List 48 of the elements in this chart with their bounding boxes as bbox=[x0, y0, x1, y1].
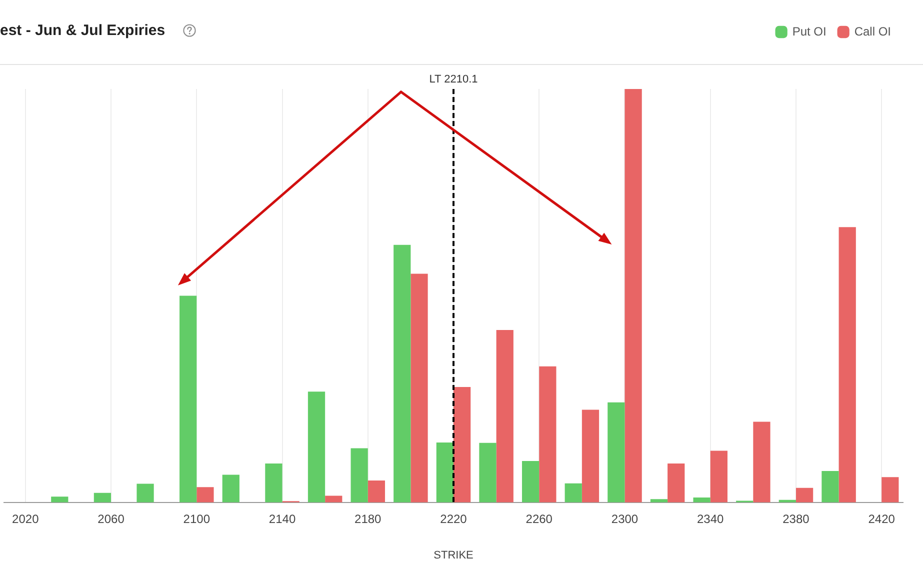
x-tick-label: 2300 bbox=[611, 512, 638, 526]
bar bbox=[308, 392, 326, 502]
x-tick-label: 2260 bbox=[526, 512, 553, 526]
chart-title: est - Jun & Jul Expiries bbox=[0, 22, 166, 39]
bar bbox=[454, 387, 471, 502]
bar bbox=[522, 461, 540, 502]
bar bbox=[822, 470, 839, 502]
legend-label: Put OI bbox=[792, 24, 826, 38]
bar bbox=[265, 464, 282, 502]
bar bbox=[582, 410, 600, 502]
bar bbox=[51, 496, 68, 502]
x-axis-title: STRIKE bbox=[434, 549, 474, 562]
bar bbox=[882, 477, 899, 502]
x-tick-label: 2340 bbox=[697, 512, 724, 526]
ref-line-label: LT 2210.1 bbox=[429, 74, 478, 86]
bar bbox=[325, 496, 342, 502]
bar bbox=[394, 244, 411, 502]
x-tick-label: 2380 bbox=[782, 512, 810, 526]
x-tick-label: 2180 bbox=[354, 512, 382, 526]
bar bbox=[196, 487, 214, 502]
bar bbox=[668, 464, 685, 502]
x-tick-label: 2060 bbox=[98, 512, 125, 526]
bar bbox=[753, 422, 770, 502]
bar bbox=[496, 330, 514, 502]
bar bbox=[350, 448, 368, 502]
bar bbox=[180, 296, 197, 502]
bar bbox=[539, 366, 556, 502]
bar bbox=[796, 488, 814, 502]
bar bbox=[624, 89, 642, 502]
x-tick-label: 2220 bbox=[440, 512, 468, 526]
x-tick-label: 2420 bbox=[868, 512, 896, 526]
bar bbox=[368, 480, 386, 502]
bar bbox=[436, 442, 454, 502]
bar bbox=[136, 484, 154, 502]
bar bbox=[710, 450, 728, 502]
bar bbox=[222, 474, 240, 502]
x-tick-label: 2100 bbox=[183, 512, 210, 526]
bar bbox=[693, 497, 710, 502]
bar bbox=[479, 442, 496, 502]
x-tick-label: 2020 bbox=[12, 512, 40, 526]
bar bbox=[838, 227, 856, 502]
bar bbox=[608, 402, 625, 502]
x-tick-label: 2140 bbox=[268, 512, 296, 526]
bar bbox=[650, 499, 668, 502]
legend-label: Call OI bbox=[854, 24, 892, 38]
bar bbox=[564, 483, 582, 502]
bar bbox=[94, 492, 112, 502]
bar bbox=[410, 274, 428, 502]
